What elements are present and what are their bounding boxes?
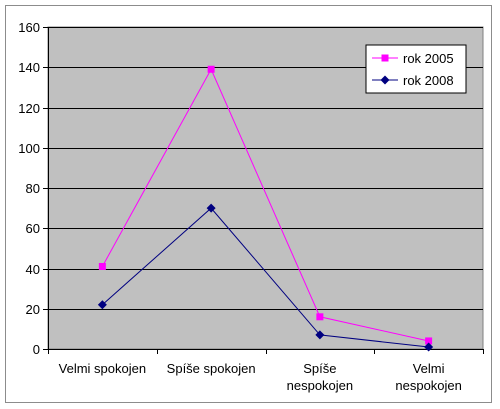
series-line	[102, 207, 429, 348]
x-tick-label-line: Spíše	[303, 361, 336, 376]
legend-label: rok 2005	[403, 51, 454, 66]
y-tick-label: 100	[18, 141, 40, 156]
data-point	[207, 65, 215, 73]
data-point	[98, 262, 106, 270]
legend: rok 2005 rok 2008	[365, 44, 467, 94]
y-tick-label: 40	[26, 262, 40, 277]
legend-marker	[380, 75, 390, 85]
legend-label: rok 2008	[403, 73, 454, 88]
data-point	[425, 337, 433, 345]
axes: 0 20 40 60 80 100 120 140 160 Velmi spokojen Spíše…	[18, 20, 484, 393]
series-line	[101, 68, 429, 342]
y-tick-label: 80	[26, 181, 40, 196]
data-point	[315, 330, 325, 340]
data-point	[206, 203, 216, 213]
y-tick-label: 20	[26, 302, 40, 317]
y-tick-label: 0	[33, 342, 40, 357]
gridlines	[48, 27, 483, 310]
x-tick-label-line: Spíše spokojen	[167, 361, 256, 376]
data-point	[316, 313, 324, 321]
x-tick-label-line: nespokojen	[287, 378, 354, 393]
legend-marker	[381, 54, 389, 62]
x-tick-label: Velmi nespokojen	[395, 361, 462, 393]
x-tick-label: Velmi spokojen	[59, 361, 146, 376]
y-tick-label: 160	[18, 20, 40, 35]
data-point	[424, 342, 434, 352]
x-tick-label-line: Velmi spokojen	[59, 361, 146, 376]
x-tick-label: Spíše nespokojen	[287, 361, 354, 393]
x-tick-label: Spíše spokojen	[167, 361, 256, 376]
data-point	[97, 300, 107, 310]
x-tick-label-line: nespokojen	[395, 378, 462, 393]
series-group	[97, 65, 434, 352]
x-tick-label-line: Velmi	[413, 361, 445, 376]
y-tick-label: 60	[26, 221, 40, 236]
y-tick-label: 120	[18, 101, 40, 116]
legend-box	[365, 44, 467, 94]
y-tick-label: 140	[18, 60, 40, 75]
